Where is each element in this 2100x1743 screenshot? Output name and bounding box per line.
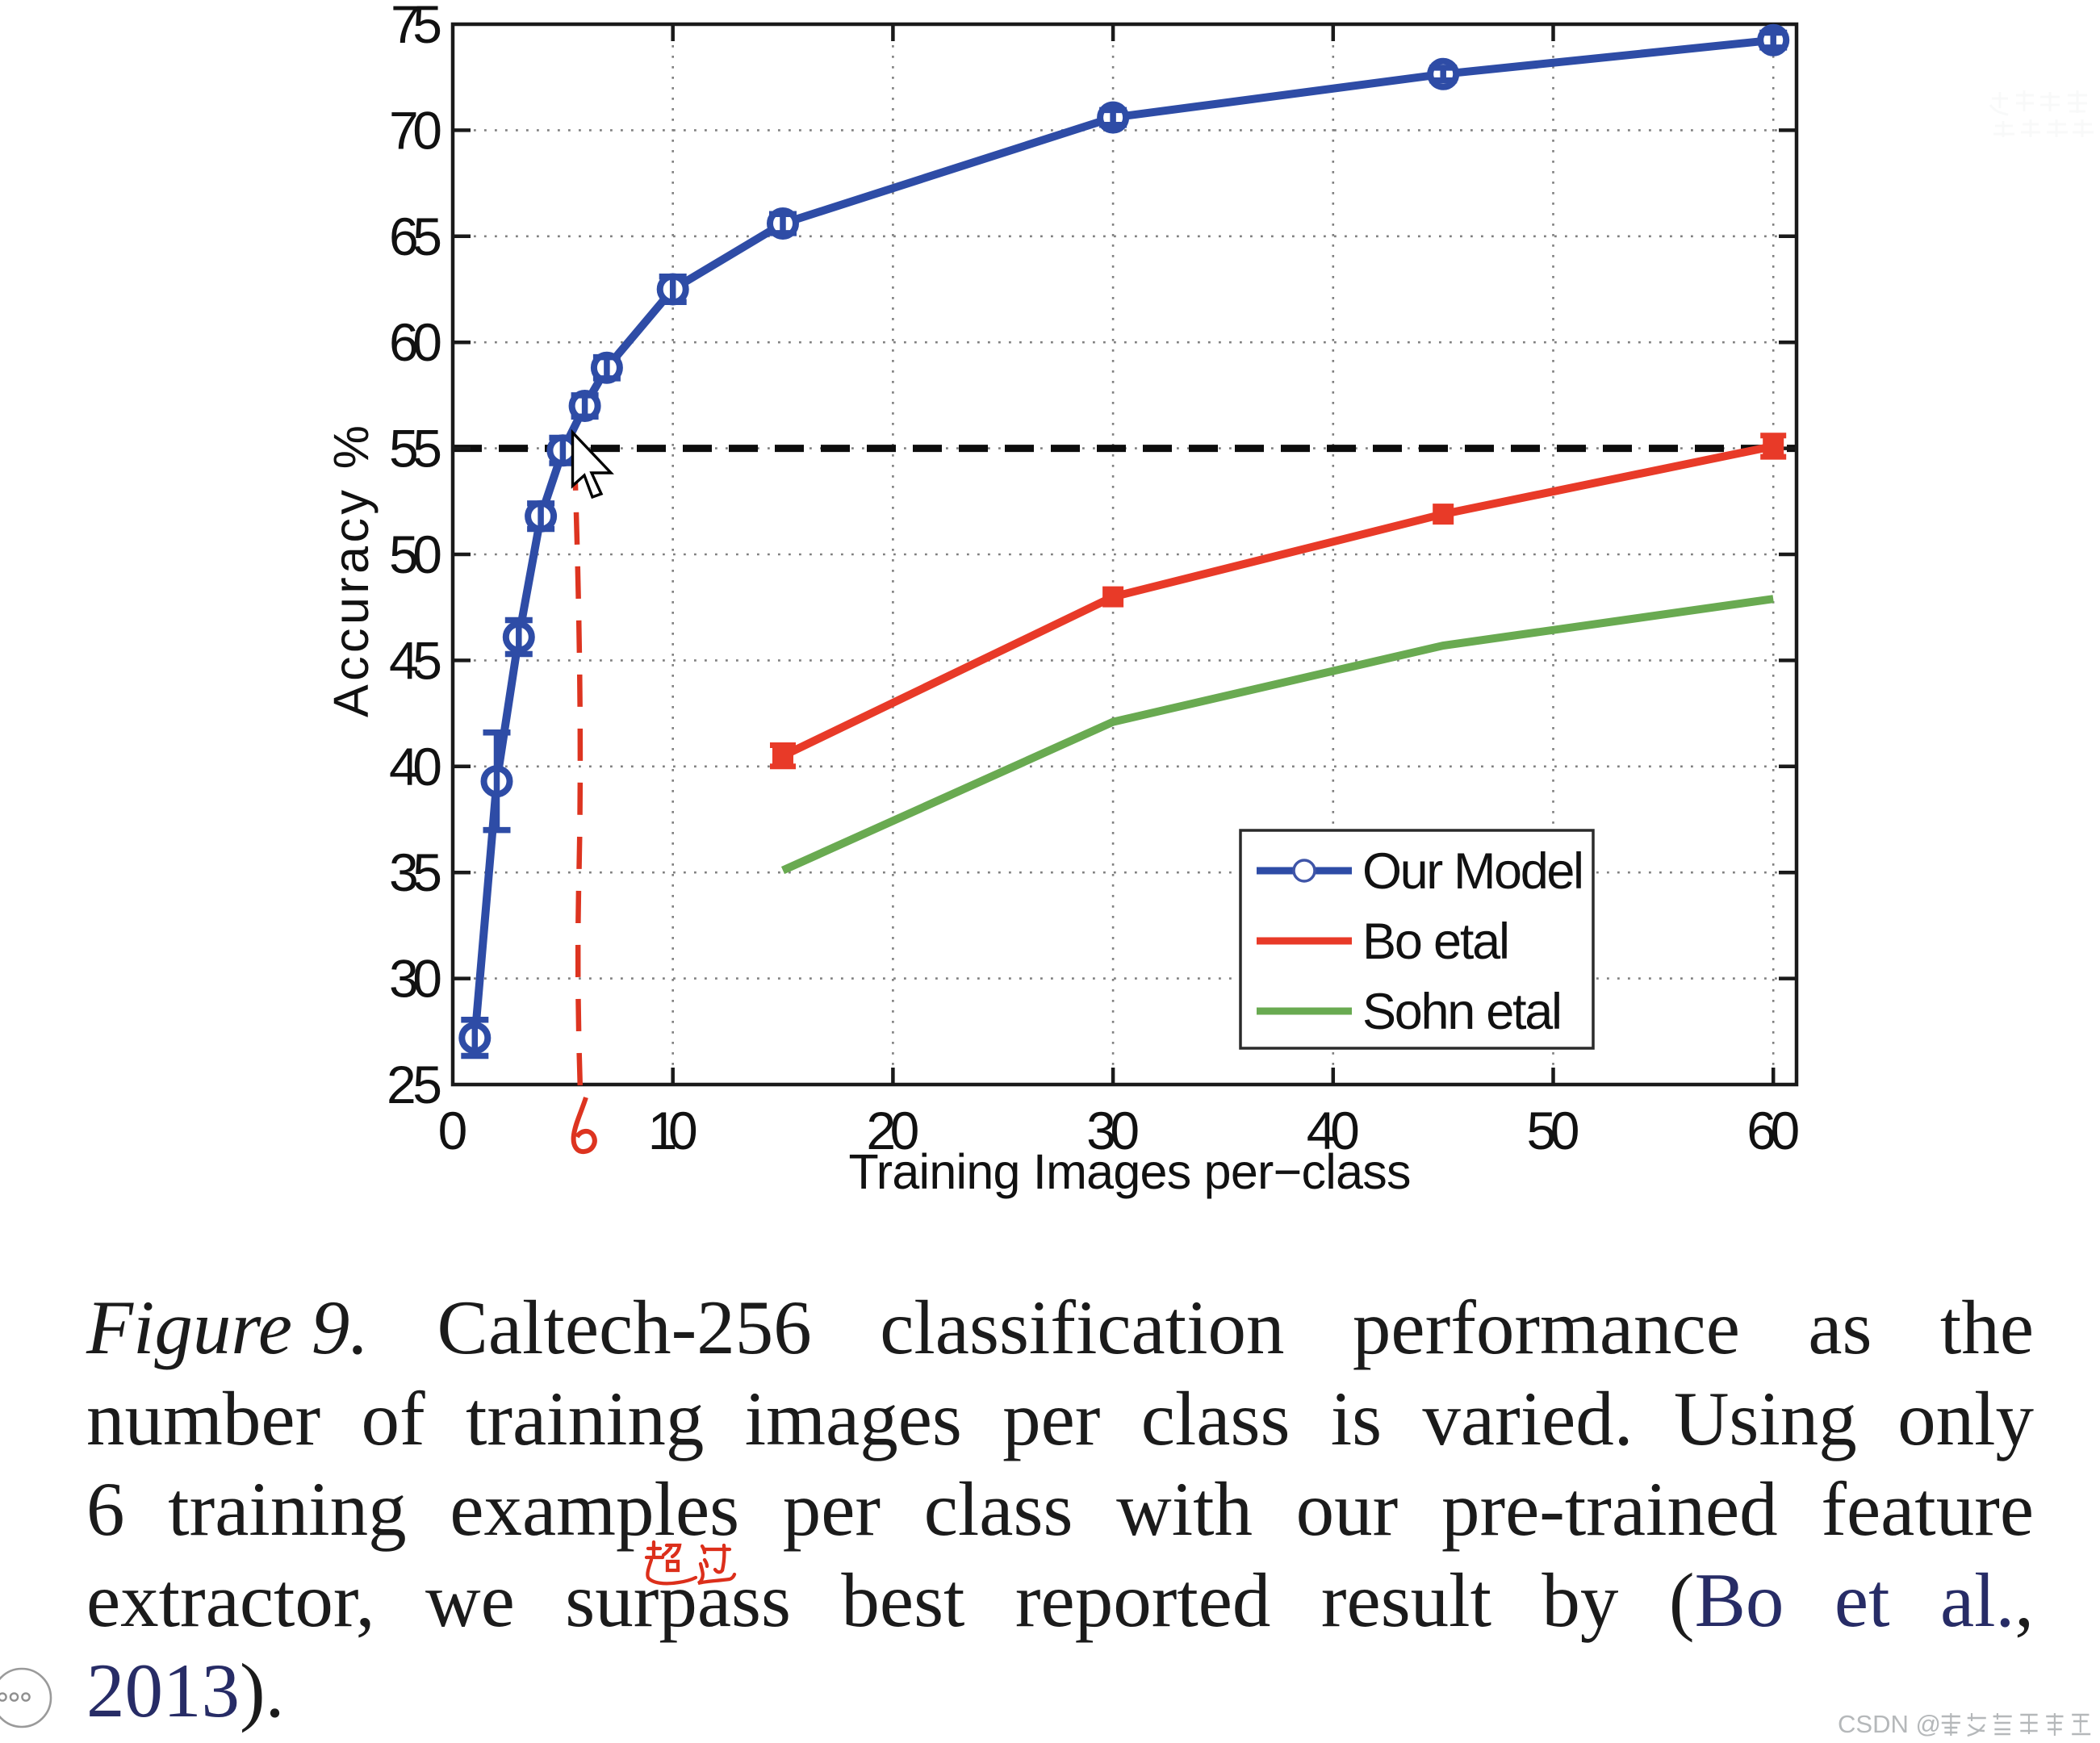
svg-text:25: 25 xyxy=(387,1055,442,1114)
svg-text:Our Model: Our Model xyxy=(1362,843,1584,900)
svg-text:65: 65 xyxy=(389,207,442,266)
svg-text:70: 70 xyxy=(389,100,442,160)
svg-text:60: 60 xyxy=(389,312,442,372)
svg-text:40: 40 xyxy=(389,737,442,796)
svg-text:Bo etal: Bo etal xyxy=(1362,913,1510,970)
svg-text:35: 35 xyxy=(389,842,442,902)
svg-text:Sohn etal: Sohn etal xyxy=(1362,984,1562,1040)
svg-text:Accuracy %: Accuracy % xyxy=(324,425,379,717)
svg-text:40: 40 xyxy=(1307,1101,1360,1160)
svg-text:30: 30 xyxy=(1086,1101,1140,1160)
svg-text:60: 60 xyxy=(1747,1101,1800,1160)
svg-text:10: 10 xyxy=(648,1101,698,1160)
svg-text:20: 20 xyxy=(866,1101,919,1160)
svg-text:50: 50 xyxy=(389,525,442,584)
svg-text:55: 55 xyxy=(389,419,442,479)
svg-text:0: 0 xyxy=(438,1101,468,1160)
svg-text:75: 75 xyxy=(391,0,442,54)
svg-text:45: 45 xyxy=(389,630,442,690)
svg-text:Training Images per−class: Training Images per−class xyxy=(849,1144,1412,1199)
svg-text:50: 50 xyxy=(1527,1101,1580,1160)
svg-text:30: 30 xyxy=(389,949,442,1009)
